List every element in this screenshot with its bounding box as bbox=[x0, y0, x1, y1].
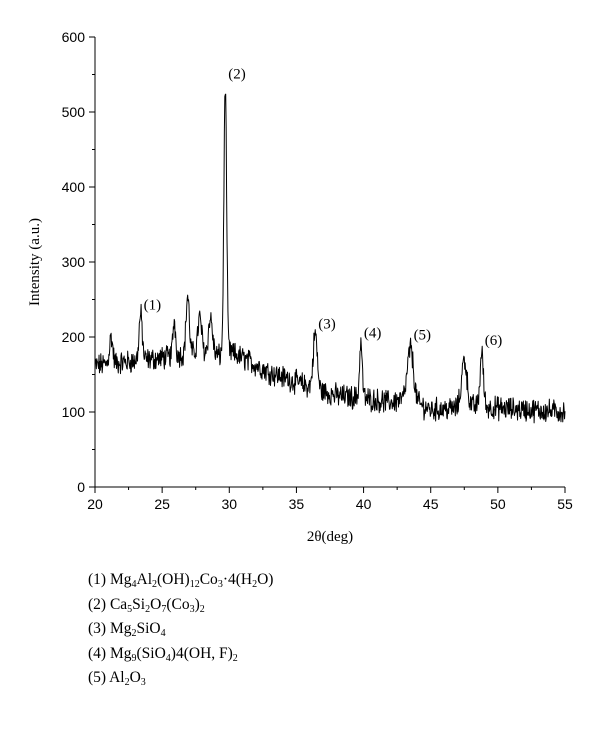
peak-label-3: (3) bbox=[318, 316, 336, 332]
y-tick-label: 200 bbox=[62, 329, 86, 345]
y-tick-label: 300 bbox=[62, 254, 86, 270]
legend-item-3: (3) Mg2SiO4 bbox=[88, 617, 273, 642]
legend-formula: Mg4Al2(OH)12Co3·4(H2O) bbox=[109, 571, 274, 590]
y-tick-label: 400 bbox=[62, 179, 86, 195]
x-tick-label: 55 bbox=[557, 496, 573, 512]
y-tick-label: 500 bbox=[62, 104, 86, 120]
peak-label-5: (5) bbox=[414, 328, 432, 344]
x-tick-label: 35 bbox=[289, 496, 305, 512]
legend-item-4: (4) Mg9(SiO4)4(OH, F)2 bbox=[88, 642, 273, 667]
legend-formula: Mg2SiO4 bbox=[109, 620, 166, 639]
series-line-xrd-pattern bbox=[94, 93, 566, 424]
x-tick-label: 40 bbox=[356, 496, 372, 512]
legend-formula: Ca5Si2O7(Co3)2 bbox=[109, 595, 205, 615]
x-tick-label: 25 bbox=[154, 496, 170, 512]
legend-item-2: (2) Ca5Si2O7(Co3)2 bbox=[88, 593, 273, 618]
x-axis-label: 2θ(deg) bbox=[307, 529, 353, 545]
legend-item-5: (5) Al2O3 bbox=[88, 666, 273, 691]
y-tick-label: 0 bbox=[77, 479, 85, 495]
phase-legend: (1) Mg4Al2(OH)12Co3·4(H2O) (2) Ca5Si2O7(C… bbox=[88, 568, 273, 691]
peak-label-2: (2) bbox=[228, 67, 246, 83]
legend-number: (1) bbox=[88, 571, 110, 588]
legend-item-1: (1) Mg4Al2(OH)12Co3·4(H2O) bbox=[88, 568, 273, 593]
x-tick-label: 50 bbox=[490, 496, 506, 512]
legend-number: (4) bbox=[88, 644, 110, 662]
legend-formula: Al2O3 bbox=[109, 669, 146, 688]
legend-formula: Mg9(SiO4)4(OH, F)2 bbox=[109, 644, 238, 664]
legend-number: (5) bbox=[88, 669, 110, 686]
y-tick-label: 600 bbox=[62, 29, 86, 45]
x-tick-label: 30 bbox=[221, 496, 237, 512]
y-tick-label: 100 bbox=[62, 404, 86, 420]
y-axis-label: Intensity (a.u.) bbox=[27, 218, 43, 306]
peak-annotations: (1) (2) (3) (4) (5) (6) bbox=[144, 67, 503, 349]
axes: 20 25 30 35 40 45 50 55 0 100 200 300 400 500 600 bbox=[62, 29, 573, 512]
legend-number: (2) bbox=[88, 595, 110, 613]
peak-label-1: (1) bbox=[144, 298, 162, 314]
x-tick-label: 20 bbox=[87, 496, 103, 512]
x-tick-label: 45 bbox=[423, 496, 439, 512]
peak-label-4: (4) bbox=[364, 325, 382, 341]
legend-number: (3) bbox=[88, 620, 110, 637]
peak-label-6: (6) bbox=[485, 333, 503, 349]
